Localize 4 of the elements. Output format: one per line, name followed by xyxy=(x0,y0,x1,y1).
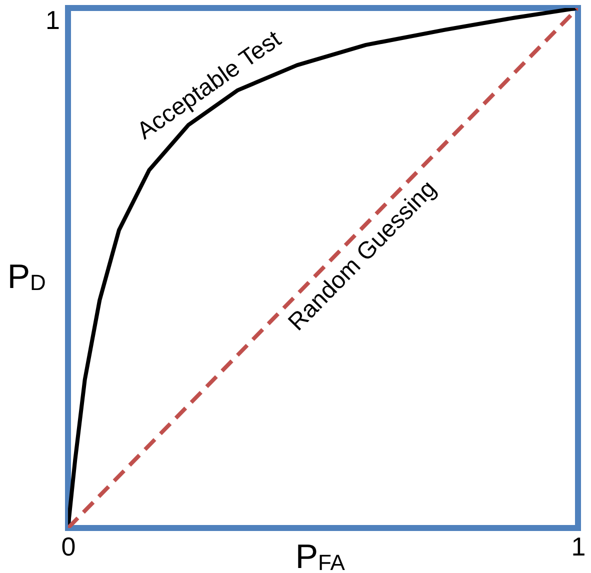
x-axis-title: PFA xyxy=(295,538,346,573)
text: 1 xyxy=(46,5,60,35)
y-axis-title: PD xyxy=(7,258,46,296)
x-tick-label: 0 xyxy=(61,532,76,562)
